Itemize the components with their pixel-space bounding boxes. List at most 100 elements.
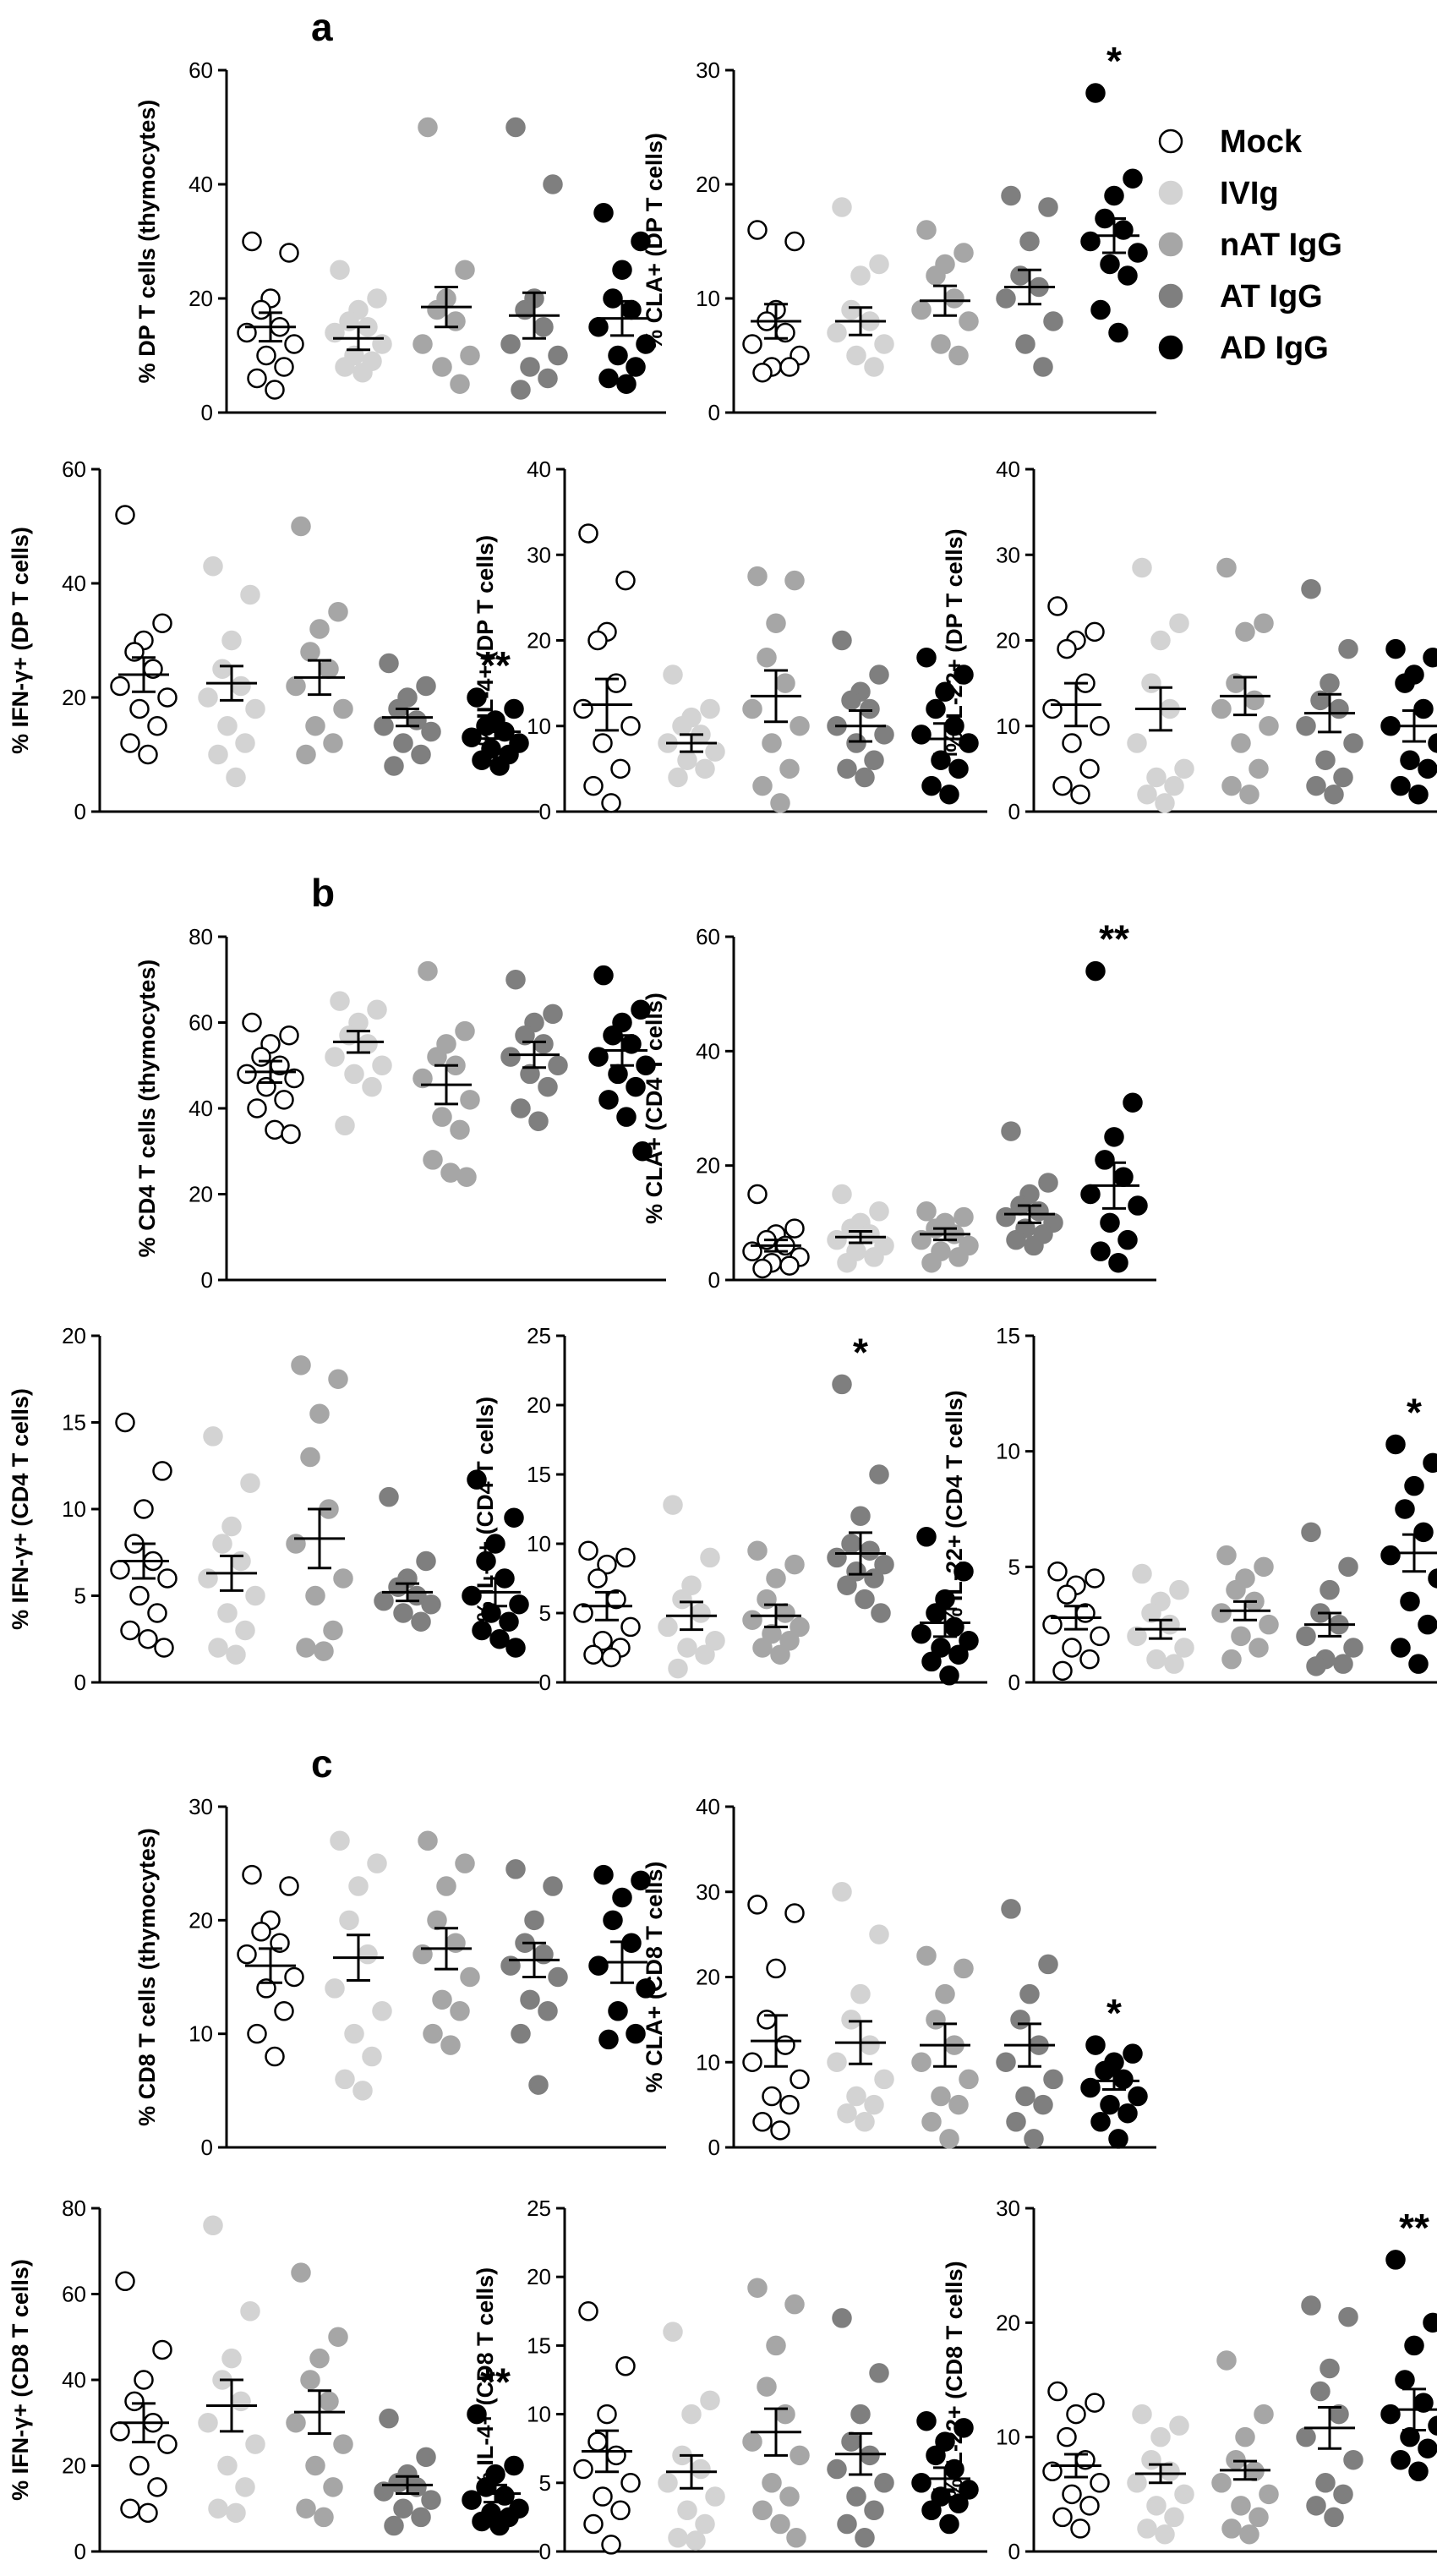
data-point	[1128, 243, 1148, 263]
data-point	[1052, 1660, 1073, 1682]
data-point	[837, 2513, 857, 2535]
data-point	[328, 2327, 348, 2347]
data-point	[608, 2001, 628, 2021]
chart-4: 0 10 20 30 40 % IL-4+ (DP T cells)	[473, 457, 987, 824]
data-point	[421, 1594, 441, 1615]
data-point	[362, 1076, 382, 1097]
y-tick-label: 40	[62, 571, 86, 596]
y-tick-label: 15	[527, 2333, 551, 2358]
data-point	[152, 1461, 172, 1481]
data-point	[1169, 1579, 1189, 1600]
data-point	[427, 1910, 447, 1931]
data-point	[460, 1090, 480, 1110]
y-tick-label: 10	[62, 1496, 86, 1522]
data-point	[427, 1047, 447, 1067]
data-point	[832, 2308, 852, 2328]
data-point	[850, 1506, 871, 1526]
data-point	[757, 2010, 777, 2030]
data-point	[837, 1575, 857, 1595]
group-mock	[573, 523, 641, 813]
data-point	[1423, 1452, 1437, 1474]
y-tick-label: 20	[696, 172, 720, 197]
group-nat-igg	[911, 1945, 979, 2149]
data-point	[573, 2458, 593, 2480]
data-point	[455, 1020, 475, 1042]
data-point	[1301, 2295, 1321, 2316]
data-point	[593, 2486, 613, 2507]
data-point	[1408, 785, 1429, 805]
data-point	[511, 2023, 531, 2044]
data-point	[578, 2301, 598, 2322]
data-point	[601, 2535, 621, 2555]
data-point	[1259, 2484, 1279, 2505]
data-point	[959, 2069, 979, 2090]
data-point	[245, 2434, 265, 2454]
data-point	[677, 2500, 697, 2521]
data-point	[827, 1229, 847, 1250]
chart-13: 0 20 40 60 80 % IFN-γ+ (CD8 T cells) **	[8, 2196, 539, 2564]
data-point	[668, 1658, 688, 1679]
data-point	[931, 334, 951, 354]
data-point	[152, 613, 172, 633]
data-point	[333, 698, 353, 719]
data-point	[1066, 2404, 1086, 2425]
data-point	[328, 1369, 348, 1389]
group-ivig	[1127, 557, 1194, 813]
data-point	[240, 584, 260, 605]
data-point	[926, 2010, 946, 2030]
data-point	[1079, 1649, 1100, 1670]
y-axis-label: % CLA+ (CD8 T cells)	[642, 1862, 667, 2093]
data-point	[245, 698, 265, 719]
data-point	[916, 220, 937, 240]
legend-marker-at-igg	[1158, 283, 1183, 309]
data-point	[1248, 1638, 1269, 1658]
data-point	[587, 630, 608, 651]
data-point	[274, 1090, 294, 1110]
group-ad-igg	[462, 1469, 529, 1658]
data-point	[691, 1603, 711, 1623]
data-point	[1047, 1561, 1068, 1582]
data-point	[695, 1644, 715, 1665]
data-point	[742, 698, 762, 719]
data-point	[1211, 2473, 1232, 2493]
y-tick-label: 40	[996, 457, 1020, 482]
data-point	[467, 2404, 487, 2425]
data-point	[247, 1098, 267, 1118]
data-point	[432, 1989, 452, 2010]
data-point	[606, 673, 626, 693]
data-point	[1090, 299, 1111, 320]
y-tick-label: 0	[708, 2135, 720, 2160]
data-point	[432, 1107, 452, 1127]
y-axis-label: % CLA+ (DP T cells)	[642, 133, 667, 350]
data-point	[779, 1631, 800, 1651]
data-point	[528, 2075, 549, 2095]
data-point	[1043, 2069, 1063, 2090]
data-point	[235, 2477, 255, 2497]
data-point	[1315, 2473, 1336, 2493]
data-point	[226, 1644, 246, 1665]
y-tick-label: 0	[1008, 1670, 1020, 1695]
data-point	[1108, 322, 1128, 343]
data-point	[1042, 698, 1063, 719]
y-tick-label: 40	[696, 1038, 720, 1064]
group-ad-igg	[911, 1527, 979, 1686]
y-axis-label: % CLA+ (CD4 T cells)	[642, 993, 667, 1224]
data-point	[1338, 2306, 1358, 2327]
legend-label-mock: Mock	[1220, 124, 1303, 160]
chart-15: 0 10 20 30 % IL-22+ (CD8 T cells) **	[942, 2196, 1437, 2564]
data-point	[953, 243, 974, 263]
data-point	[120, 733, 140, 753]
data-point	[1095, 1150, 1115, 1170]
data-point	[296, 1638, 316, 1658]
data-point	[217, 1603, 238, 1623]
chart-10: 0 5 10 15 % IL-22+ (CD4 T cells) *	[942, 1323, 1437, 1695]
data-point	[436, 1876, 456, 1896]
data-point	[1160, 1614, 1180, 1635]
data-point	[372, 1055, 392, 1075]
data-point	[775, 2035, 795, 2055]
data-point	[455, 260, 475, 280]
data-point	[208, 744, 228, 765]
y-axis-label: % IFN-γ+ (CD4 T cells)	[8, 1388, 33, 1630]
data-point	[240, 2301, 260, 2322]
group-at-igg	[374, 653, 441, 776]
